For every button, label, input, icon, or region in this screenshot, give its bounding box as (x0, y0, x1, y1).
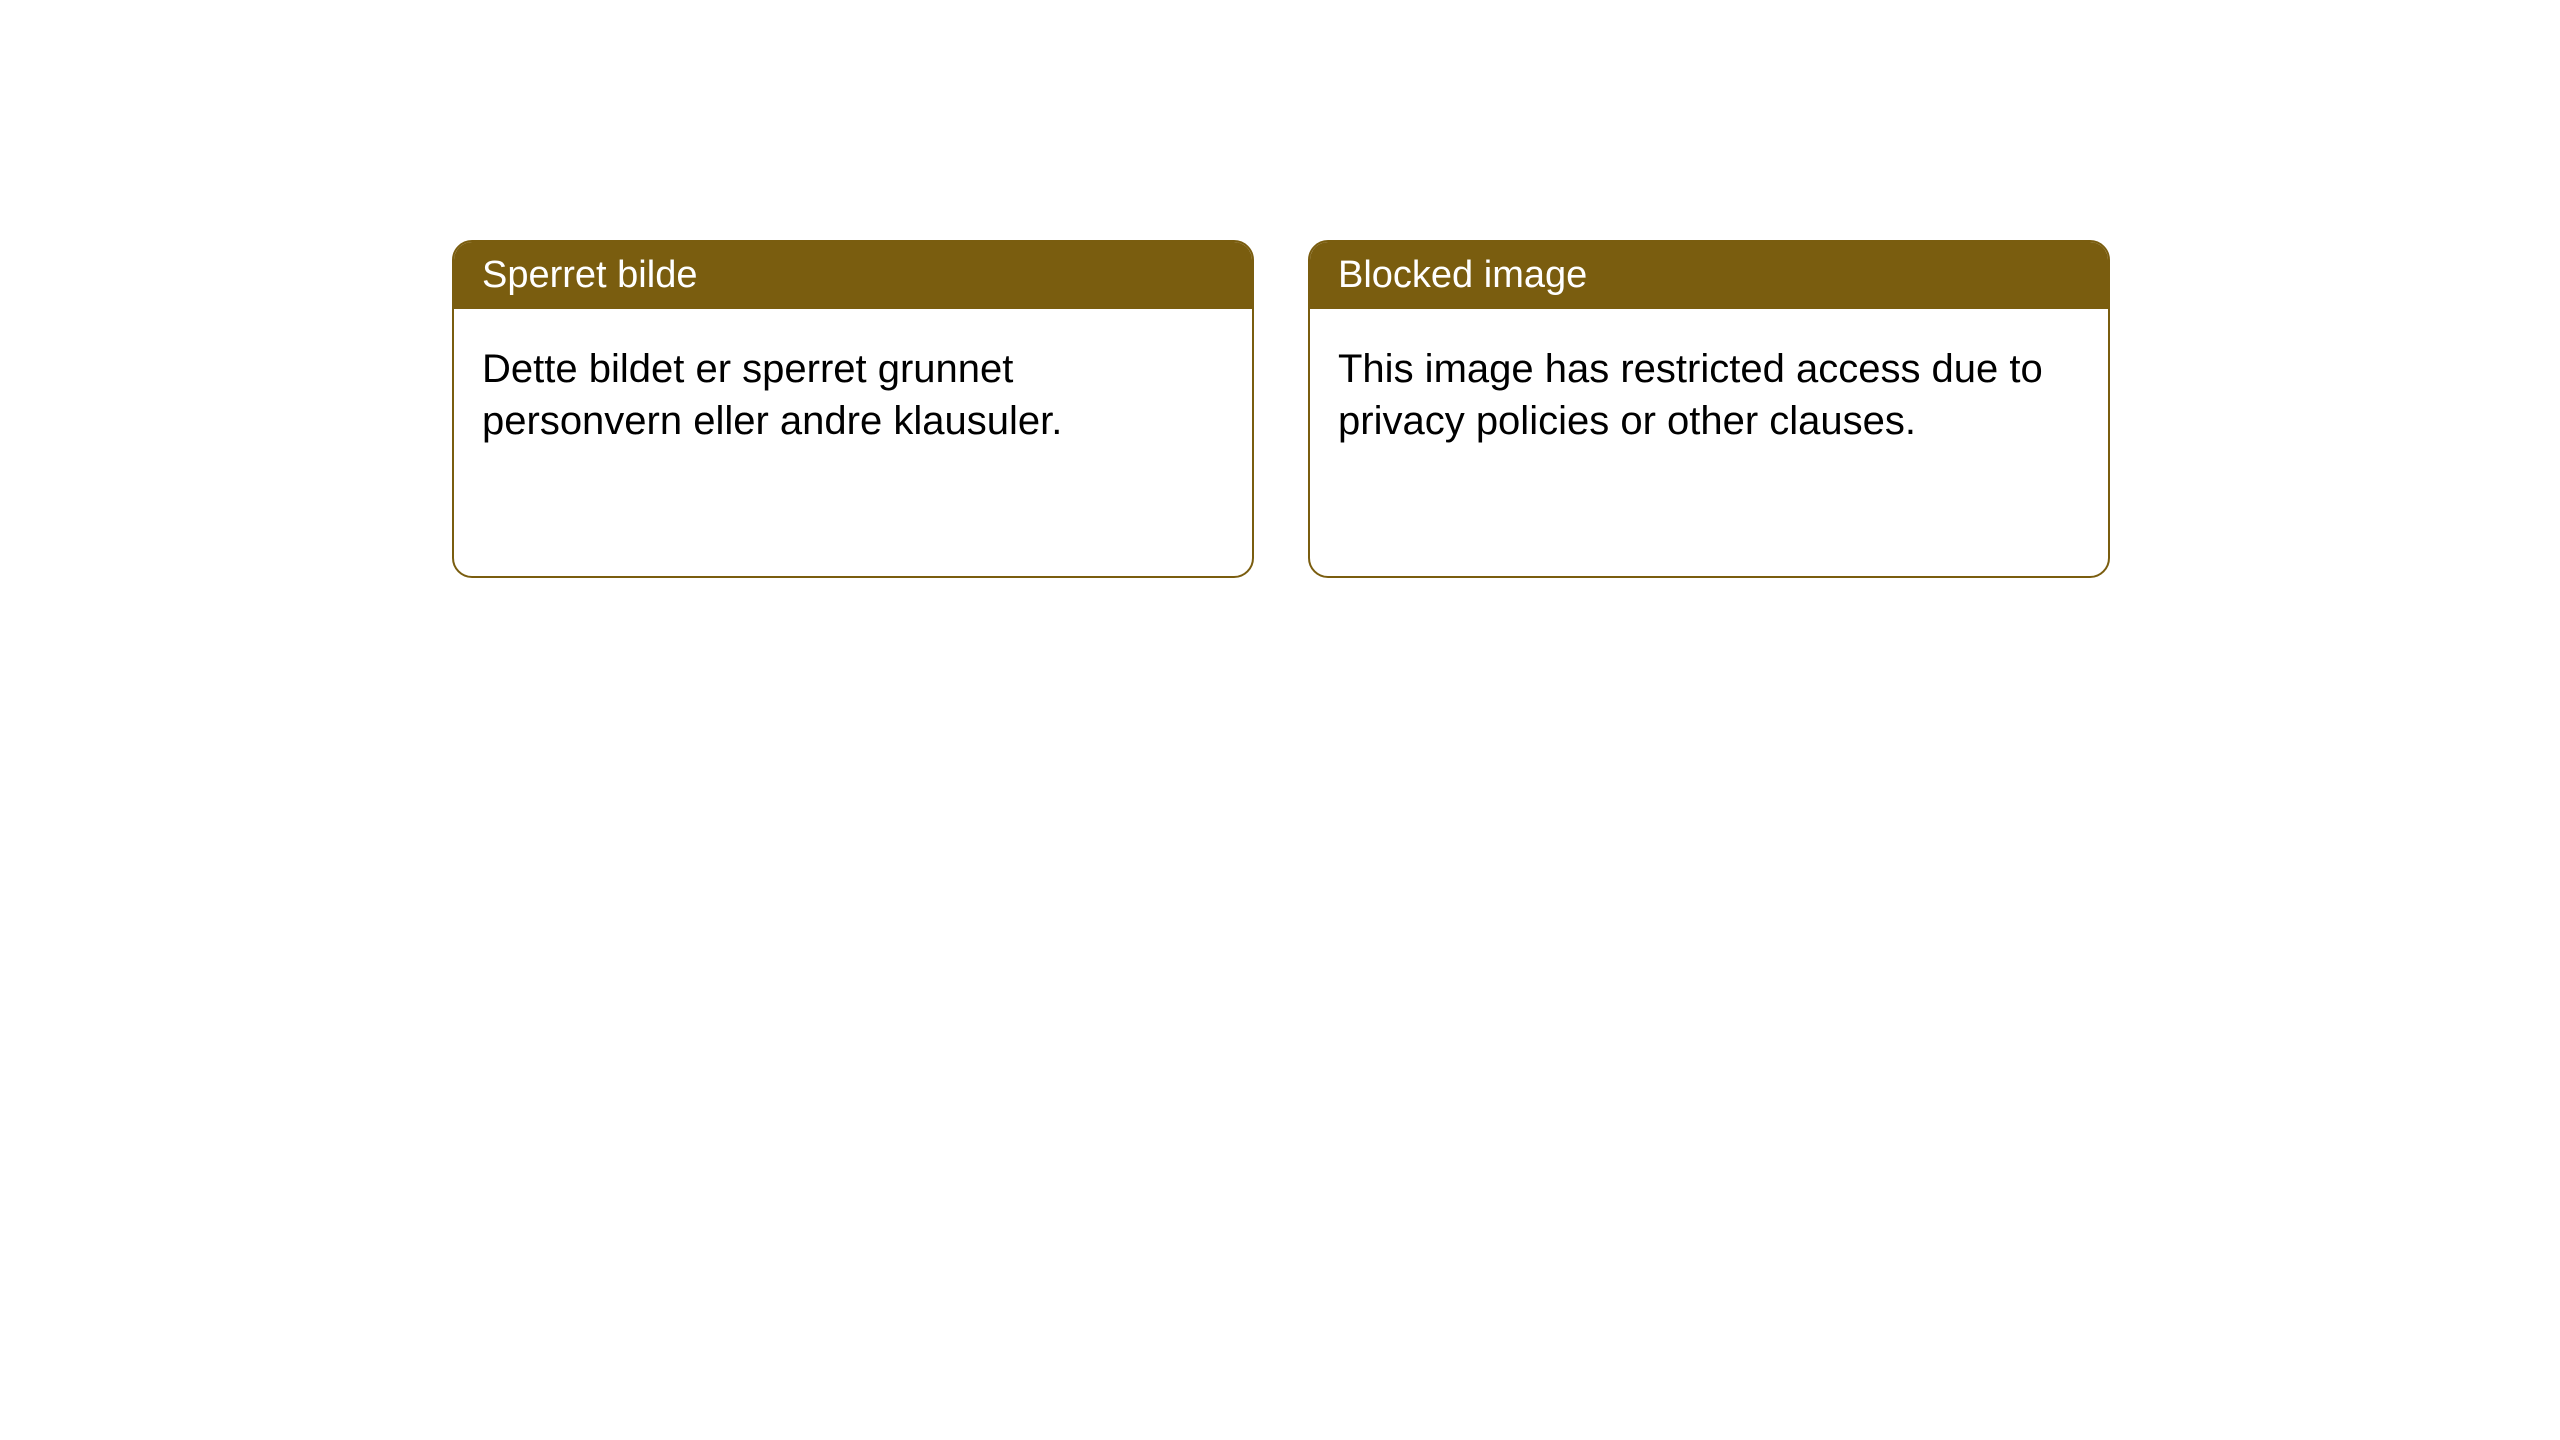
notice-card-norwegian: Sperret bilde Dette bildet er sperret gr… (452, 240, 1254, 578)
notice-card-english: Blocked image This image has restricted … (1308, 240, 2110, 578)
notice-title-english: Blocked image (1310, 242, 2108, 309)
notice-body-english: This image has restricted access due to … (1310, 309, 2108, 481)
notice-container: Sperret bilde Dette bildet er sperret gr… (452, 240, 2110, 578)
notice-title-norwegian: Sperret bilde (454, 242, 1252, 309)
notice-body-norwegian: Dette bildet er sperret grunnet personve… (454, 309, 1252, 481)
